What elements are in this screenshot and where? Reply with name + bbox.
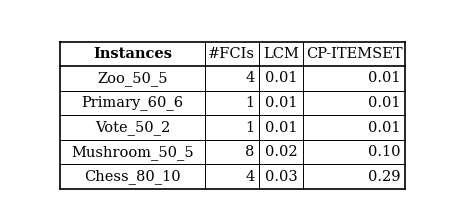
- Text: Vote_50_2: Vote_50_2: [95, 120, 170, 135]
- Text: 0.01: 0.01: [265, 121, 297, 135]
- Text: 0.03: 0.03: [265, 170, 297, 184]
- Text: 4: 4: [245, 170, 254, 184]
- Text: Primary_60_6: Primary_60_6: [82, 96, 184, 110]
- Text: 8: 8: [245, 145, 254, 159]
- Text: Mushroom_50_5: Mushroom_50_5: [71, 145, 194, 160]
- Text: 0.01: 0.01: [368, 72, 401, 86]
- Text: 0.01: 0.01: [368, 121, 401, 135]
- Text: 0.01: 0.01: [265, 96, 297, 110]
- Text: LCM: LCM: [263, 47, 299, 61]
- Text: Zoo_50_5: Zoo_50_5: [98, 71, 168, 86]
- Text: Chess_80_10: Chess_80_10: [84, 169, 181, 184]
- Text: 0.29: 0.29: [368, 170, 401, 184]
- Text: Instances: Instances: [93, 47, 172, 61]
- Text: 1: 1: [245, 121, 254, 135]
- Text: 0.01: 0.01: [265, 72, 297, 86]
- Text: #FCIs: #FCIs: [208, 47, 255, 61]
- Text: 0.02: 0.02: [265, 145, 297, 159]
- Text: 0.10: 0.10: [368, 145, 401, 159]
- Text: 0.01: 0.01: [368, 96, 401, 110]
- Text: CP-ITEMSET: CP-ITEMSET: [306, 47, 403, 61]
- Text: 1: 1: [245, 96, 254, 110]
- Text: 4: 4: [245, 72, 254, 86]
